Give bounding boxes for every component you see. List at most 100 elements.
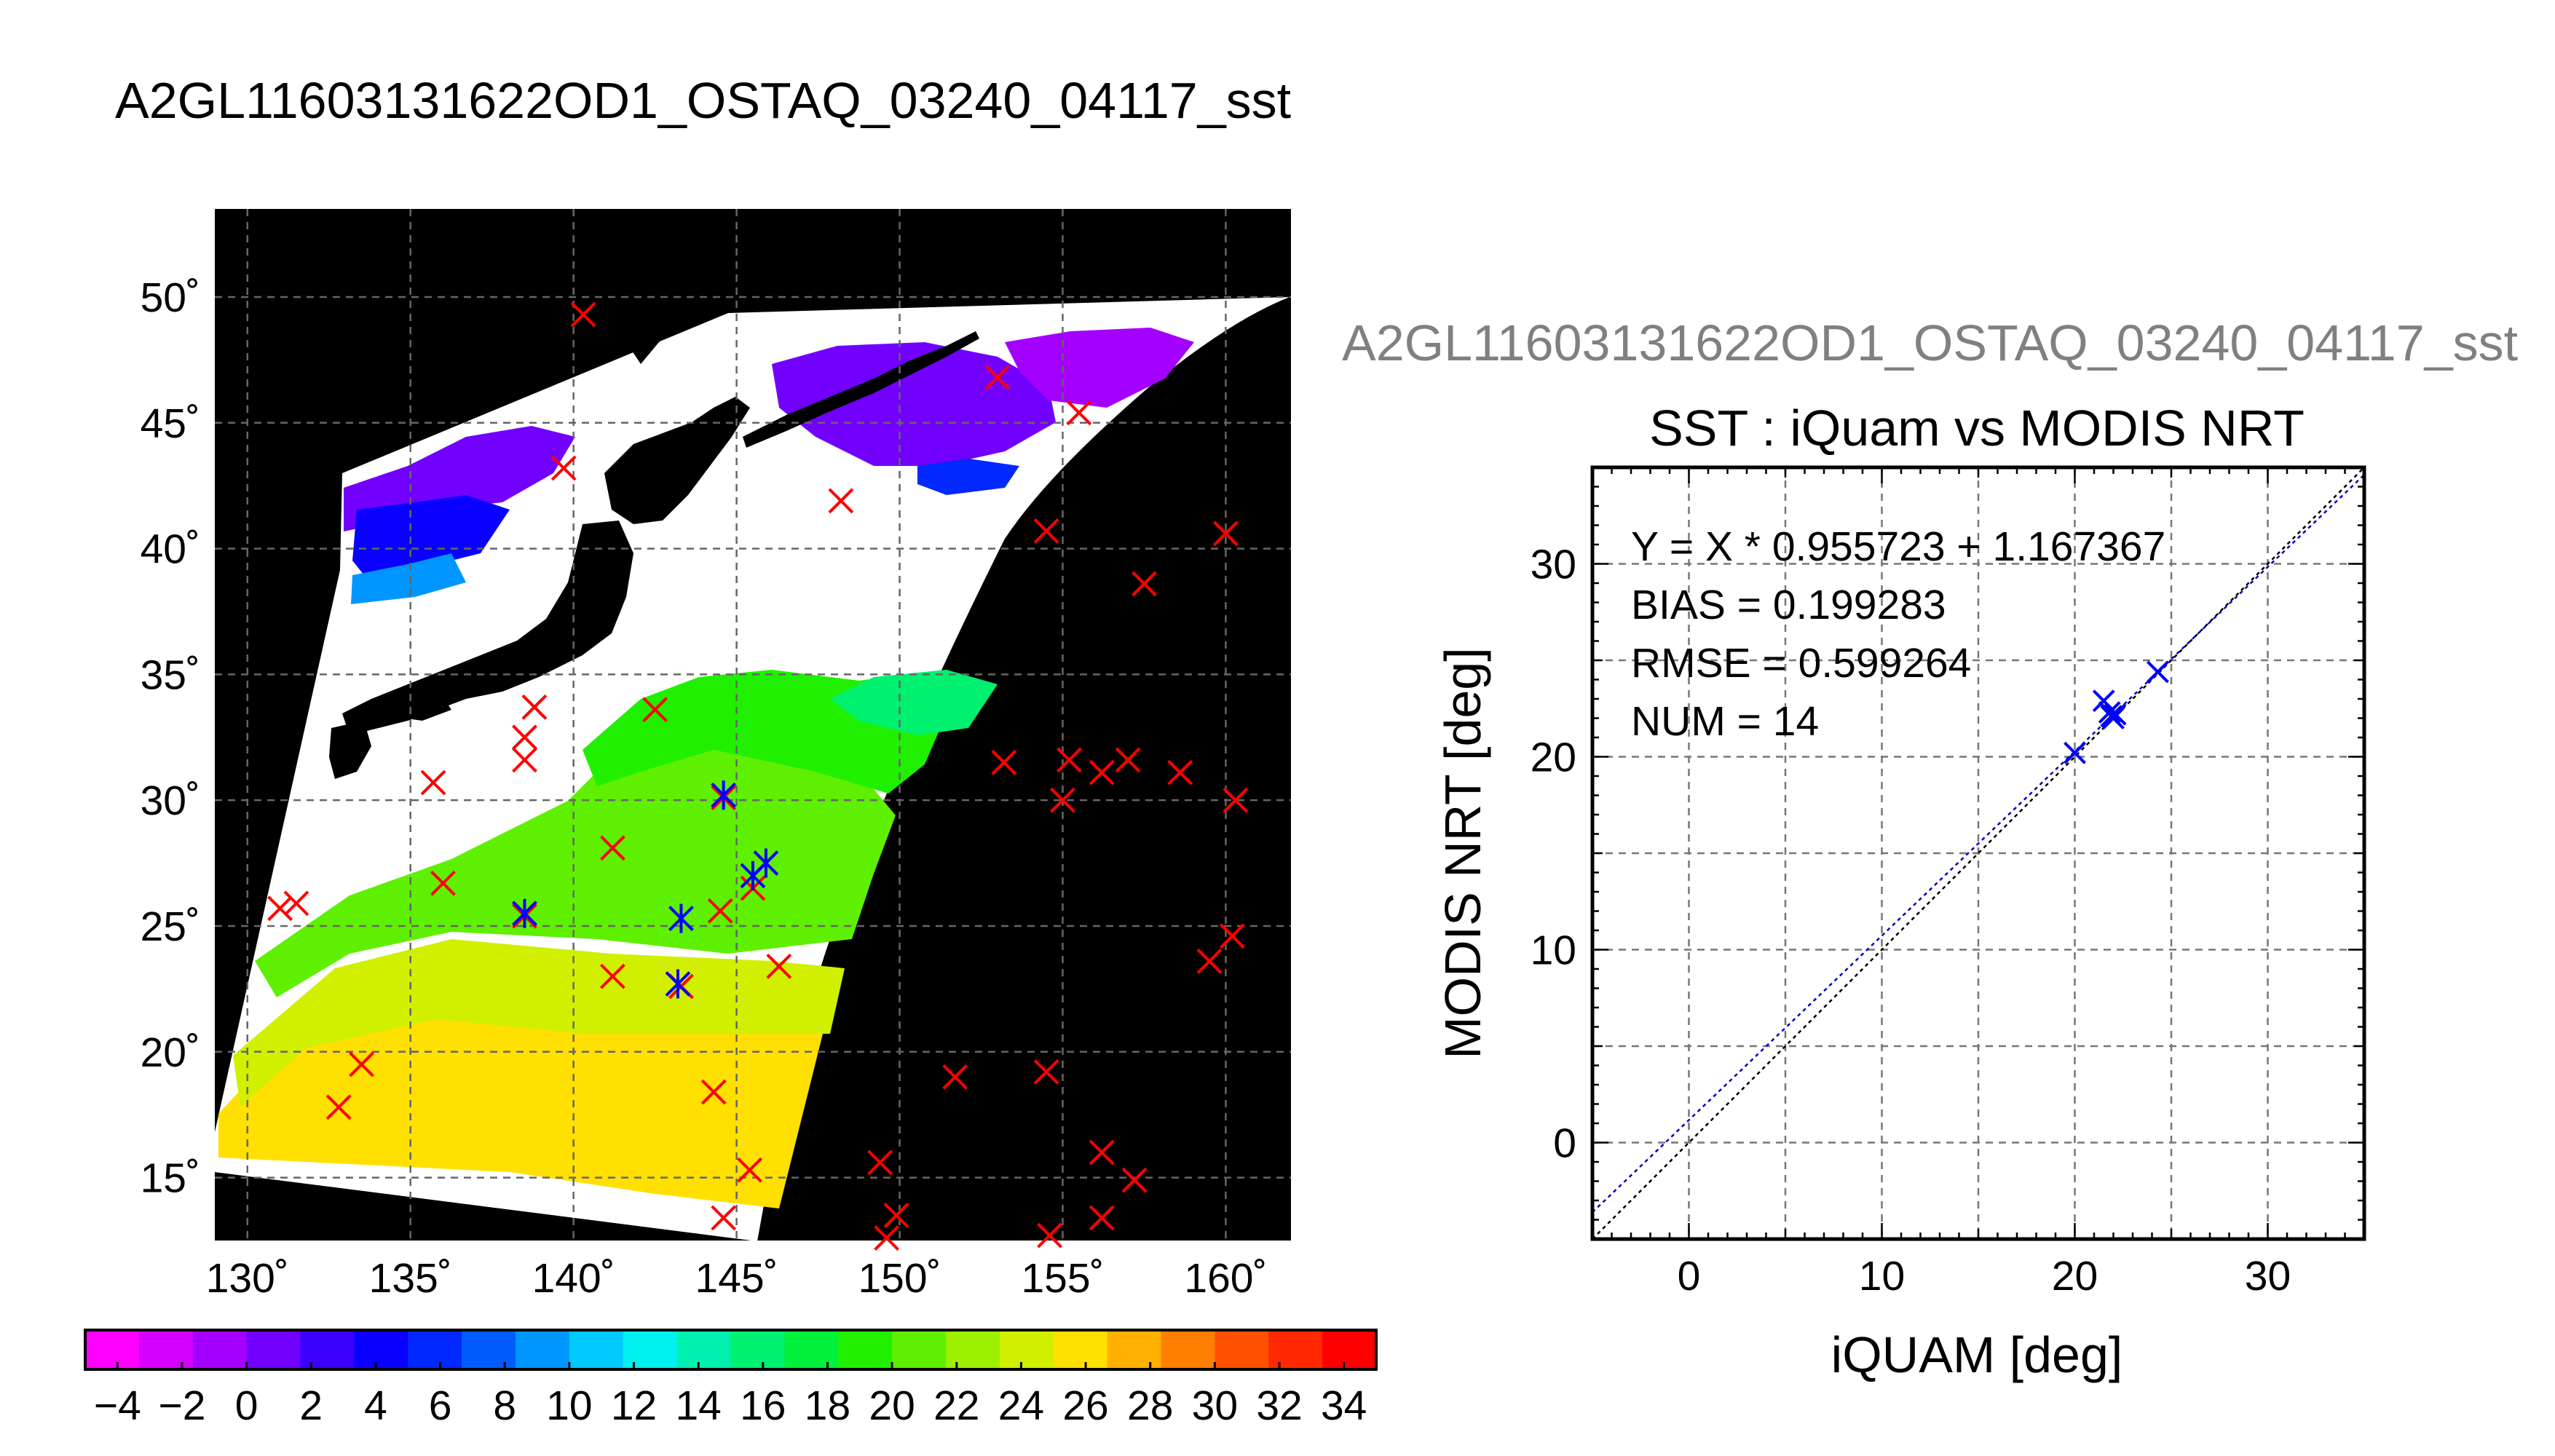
x-tick-label: 0: [1678, 1253, 1701, 1299]
map-marker-red: [1066, 400, 1092, 426]
land-shikoku: [393, 688, 451, 721]
lat-tick-label: 45˚: [141, 400, 200, 447]
stat-bias: BIAS = 0.199283: [1631, 582, 1946, 628]
lon-tick-label: 140˚: [532, 1255, 615, 1302]
map-marker-blue: [711, 780, 737, 810]
latitude-tick-labels: 15˚ 20˚ 25˚ 30˚ 35˚ 40˚ 45˚ 50˚: [141, 274, 200, 1202]
map-marker-red: [1089, 1205, 1115, 1231]
lat-tick-label: 20˚: [141, 1029, 200, 1076]
colorbar-frame: [84, 1329, 1378, 1371]
y-tick-label: 20: [1531, 735, 1576, 781]
plot-lines: [1592, 467, 2364, 1239]
colorbar-segment: [1107, 1330, 1161, 1369]
scatter-point: [2064, 741, 2086, 764]
sst-colorbar: [84, 1329, 1378, 1371]
map-marker-red: [984, 365, 1011, 390]
map-marker-red: [874, 1225, 900, 1251]
page-title: A2GL11603131622OD1_OSTAQ_03240_04117_sst: [115, 72, 1291, 129]
map-marker-red: [1213, 521, 1239, 547]
colorbar-label: 0: [235, 1382, 258, 1429]
map-marker-red: [1033, 518, 1059, 544]
stat-rmse: RMSE = 0.599264: [1631, 640, 1971, 687]
regression-line: [1592, 474, 2364, 1214]
map-marker-red: [267, 895, 293, 922]
map-marker-red: [349, 1051, 374, 1077]
colorbar-label: 8: [493, 1382, 516, 1429]
sst-field-yellow-green: [233, 939, 845, 1107]
colorbar-segment: [516, 1330, 570, 1369]
colorbar-label: 28: [1127, 1382, 1173, 1429]
colorbar-label: 30: [1192, 1382, 1238, 1429]
map-marker-red: [1033, 1059, 1059, 1085]
map-markers: [267, 301, 1249, 1251]
map-marker-red: [1219, 923, 1245, 949]
y-tick-label: 10: [1531, 927, 1576, 974]
lat-tick-label: 35˚: [141, 652, 200, 698]
colorbar-segment: [246, 1330, 301, 1369]
map-marker-red: [325, 1094, 352, 1120]
colorbar-segment: [354, 1330, 408, 1369]
lon-tick-label: 130˚: [206, 1255, 289, 1302]
plot-points: [2064, 660, 2169, 764]
map-marker-blue: [665, 969, 691, 999]
colorbar-label: −2: [158, 1382, 205, 1429]
colorbar-tick-labels: −4 −2 0 2 4 6 8 10 12 14 16 18 20 22 24 26 28 30 32 34: [94, 1382, 1367, 1429]
colorbar-label: 32: [1256, 1382, 1302, 1429]
sst-field-blue-east: [917, 459, 1019, 495]
map-marker-red: [550, 455, 577, 481]
colorbar-label: 16: [740, 1382, 786, 1429]
lon-tick-label: 160˚: [1184, 1255, 1267, 1302]
map-marker-red: [283, 890, 309, 917]
colorbar-segment: [300, 1330, 355, 1369]
sst-field-violet-east: [1005, 328, 1194, 408]
map-marker-red: [766, 953, 792, 979]
stat-num: NUM = 14: [1631, 698, 1819, 745]
map-marker-red: [1223, 787, 1249, 813]
colorbar-label: 34: [1321, 1382, 1367, 1429]
lat-tick-label: 50˚: [141, 274, 200, 321]
map-marker-red: [599, 835, 625, 861]
land-honshu: [342, 521, 633, 735]
sst-field-green: [255, 728, 896, 997]
map-marker-red: [521, 694, 548, 720]
scatter-plot-panel: 0 10 20 30 0 10 20 30 Y = X * 0.955723 + 1.167…: [1531, 465, 2366, 1299]
sst-map-panel: 130˚ 135˚ 140˚ 145˚ 150˚ 155˚ 160˚ 15˚ 20˚ 25˚ 30…: [141, 209, 1291, 1302]
colorbar-label: 20: [869, 1382, 915, 1429]
colorbar-label: 6: [429, 1382, 452, 1429]
colorbar-segment: [85, 1330, 140, 1369]
map-marker-red: [512, 724, 537, 751]
colorbar-label: 24: [998, 1382, 1044, 1429]
plot-frame: [1590, 465, 2366, 1241]
colorbar-label: 14: [675, 1382, 721, 1429]
colorbar-segment: [838, 1330, 893, 1369]
colorbar-segment: [1161, 1330, 1215, 1369]
colorbar-label: 18: [805, 1382, 850, 1429]
map-marker-red: [700, 1079, 727, 1105]
map-marker-red: [711, 1205, 737, 1231]
map-marker-red: [1132, 571, 1157, 597]
scatter-title: SST : iQuam vs MODIS NRT: [1649, 400, 2305, 456]
y-tick-labels: 0 10 20 30: [1531, 542, 1576, 1167]
land-kyushu: [329, 721, 371, 779]
colorbar-segment: [946, 1330, 1000, 1369]
colorbar-label: 2: [299, 1382, 323, 1429]
map-marker-blue: [753, 848, 779, 878]
sst-field-warm-yellow: [218, 990, 823, 1208]
map-marker-red: [883, 1203, 909, 1228]
lat-tick-label: 40˚: [141, 526, 200, 573]
map-marker-red: [828, 488, 854, 514]
sst-field-lightblue: [351, 553, 466, 604]
fit-statistics: Y = X * 0.955723 + 1.167367 BIAS = 0.199…: [1631, 523, 2165, 745]
colorbar-segment: [569, 1330, 624, 1369]
colorbar-segment: [730, 1330, 785, 1369]
scatter-header: A2GL11603131622OD1_OSTAQ_03240_04117_sst: [1342, 314, 2518, 371]
map-marker-red: [737, 1157, 762, 1183]
map-marker-red: [430, 870, 456, 896]
map-marker-red: [1121, 1167, 1148, 1193]
land-sakhalin: [626, 209, 699, 364]
colorbar-label: 4: [364, 1382, 387, 1429]
lon-tick-label: 155˚: [1021, 1255, 1104, 1302]
sst-field-cyan-east: [830, 670, 998, 735]
map-marker-red: [642, 697, 668, 723]
